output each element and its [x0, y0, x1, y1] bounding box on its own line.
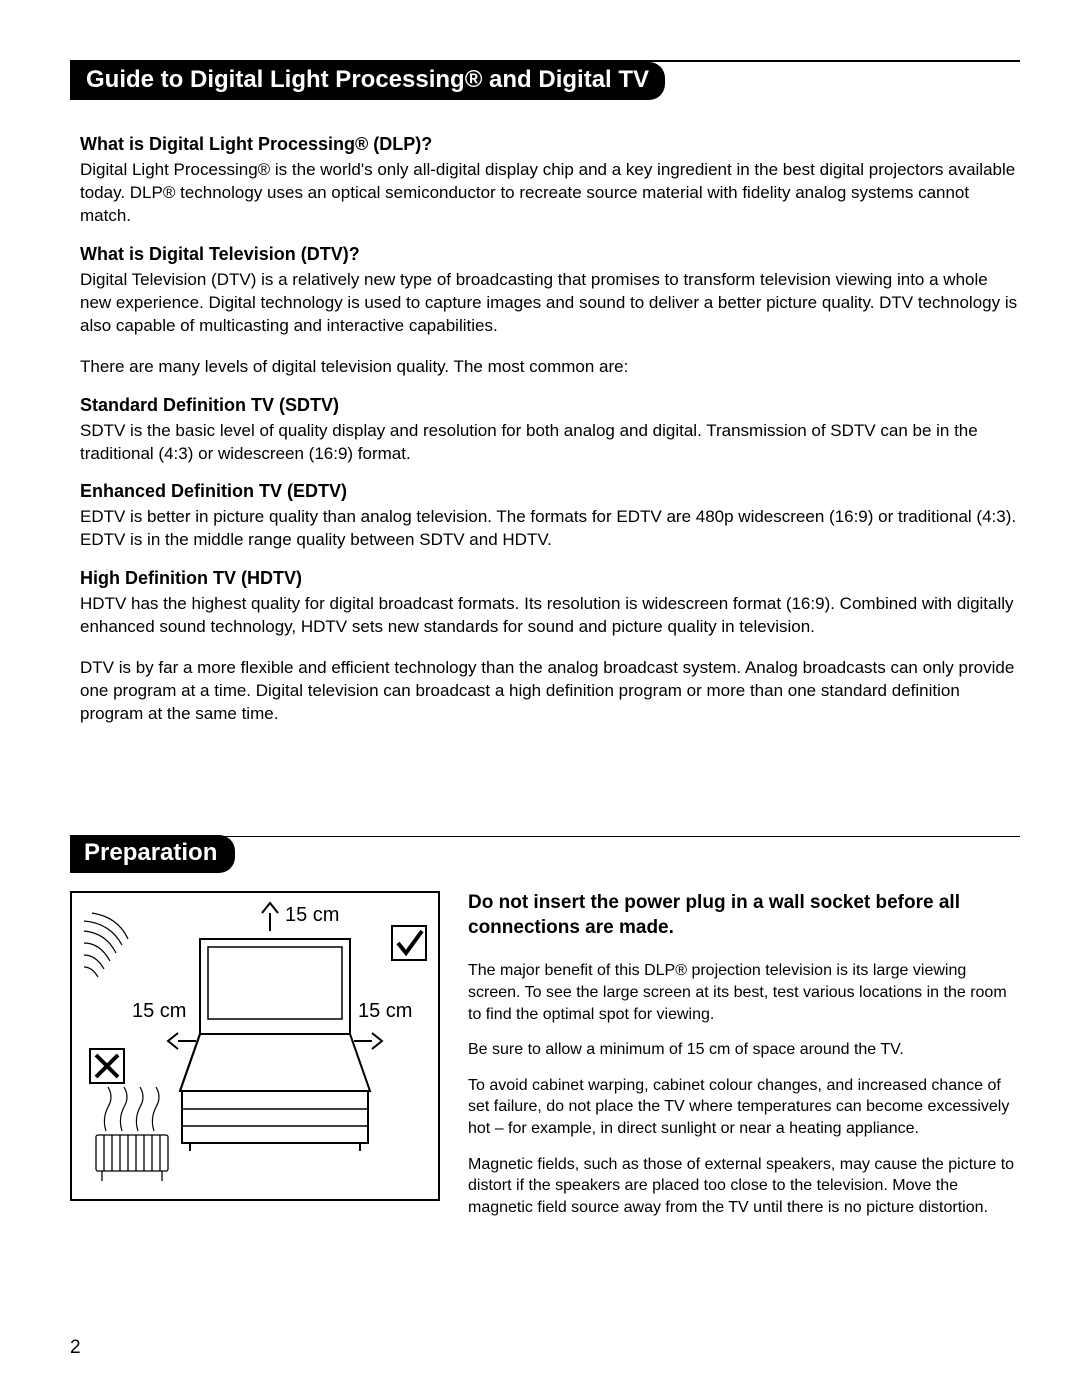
text-sdtv: SDTV is the basic level of quality displ…: [70, 420, 1020, 466]
text-hdtv: HDTV has the highest quality for digital…: [70, 593, 1020, 639]
banner-guide: Guide to Digital Light Processing® and D…: [70, 62, 665, 100]
text-edtv: EDTV is better in picture quality than a…: [70, 506, 1020, 552]
text-dtv: Digital Television (DTV) is a relatively…: [70, 269, 1020, 338]
banner-preparation: Preparation: [70, 835, 235, 873]
heading-edtv: Enhanced Definition TV (EDTV): [70, 481, 1020, 502]
clearance-diagram: 15 cm: [70, 891, 440, 1201]
heading-hdtv: High Definition TV (HDTV): [70, 568, 1020, 589]
heading-dlp: What is Digital Light Processing® (DLP)?: [70, 134, 1020, 155]
heading-sdtv: Standard Definition TV (SDTV): [70, 395, 1020, 416]
text-dtv-summary: DTV is by far a more flexible and effici…: [70, 657, 1020, 726]
heading-dtv: What is Digital Television (DTV)?: [70, 244, 1020, 265]
diagram-label-left: 15 cm: [132, 1000, 186, 1022]
diagram-label-right: 15 cm: [358, 1000, 412, 1022]
warning-text: Do not insert the power plug in a wall s…: [468, 891, 1020, 940]
text-dlp: Digital Light Processing® is the world's…: [70, 159, 1020, 228]
prep-para-2: Be sure to allow a minimum of 15 cm of s…: [468, 1039, 1020, 1061]
diagram-label-top: 15 cm: [285, 904, 339, 926]
prep-para-4: Magnetic fields, such as those of extern…: [468, 1154, 1020, 1219]
page-number: 2: [70, 1337, 81, 1359]
prep-para-1: The major benefit of this DLP® projectio…: [468, 960, 1020, 1025]
prep-para-3: To avoid cabinet warping, cabinet colour…: [468, 1075, 1020, 1140]
text-common-levels: There are many levels of digital televis…: [70, 356, 1020, 379]
